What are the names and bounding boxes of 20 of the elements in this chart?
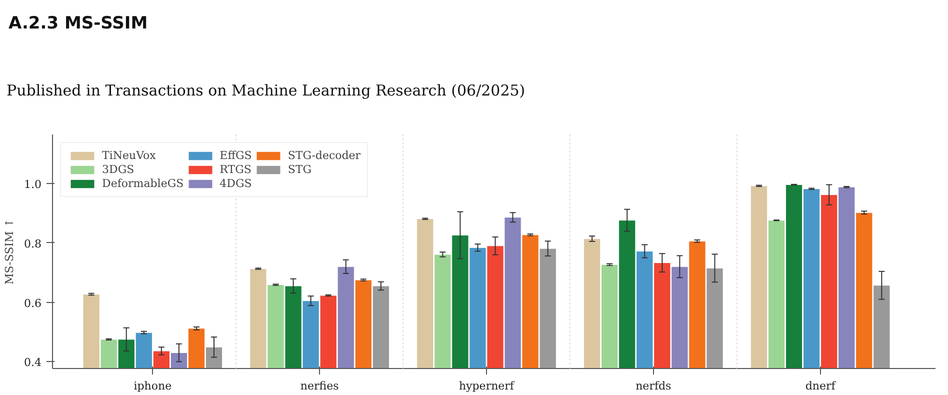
legend-label: DeformableGS <box>102 177 184 190</box>
y-axis-title: MS-SSIM ↑ <box>3 218 16 285</box>
chart-title: A.2.3 MS-SSIM <box>8 14 148 34</box>
x-tick-label: nerfies <box>300 380 340 392</box>
y-tick-label: 0.8 <box>24 237 42 250</box>
legend-label: STG-decoder <box>288 149 361 162</box>
x-tick-label: nerfds <box>636 380 672 392</box>
y-tick-label: 1.0 <box>24 178 42 191</box>
y-tick-label: 0.4 <box>24 356 42 370</box>
legend-label: 4DGS <box>220 177 252 190</box>
text: Published in Transactions on Machine Learning Research (06/2025) <box>6 82 526 100</box>
legend-label: EffGS <box>220 149 252 162</box>
y-tick-label: 0.6 <box>24 296 42 310</box>
x-tick-label: dnerf <box>805 380 836 392</box>
legend-label: 3DGS <box>102 163 134 176</box>
legend-label: TiNeuVox <box>102 149 156 162</box>
x-tick-label: hypernerf <box>458 380 515 392</box>
x-tick-label: iphone <box>134 380 172 392</box>
legend-label: STG <box>288 163 312 176</box>
legend-label: RTGS <box>220 163 252 176</box>
